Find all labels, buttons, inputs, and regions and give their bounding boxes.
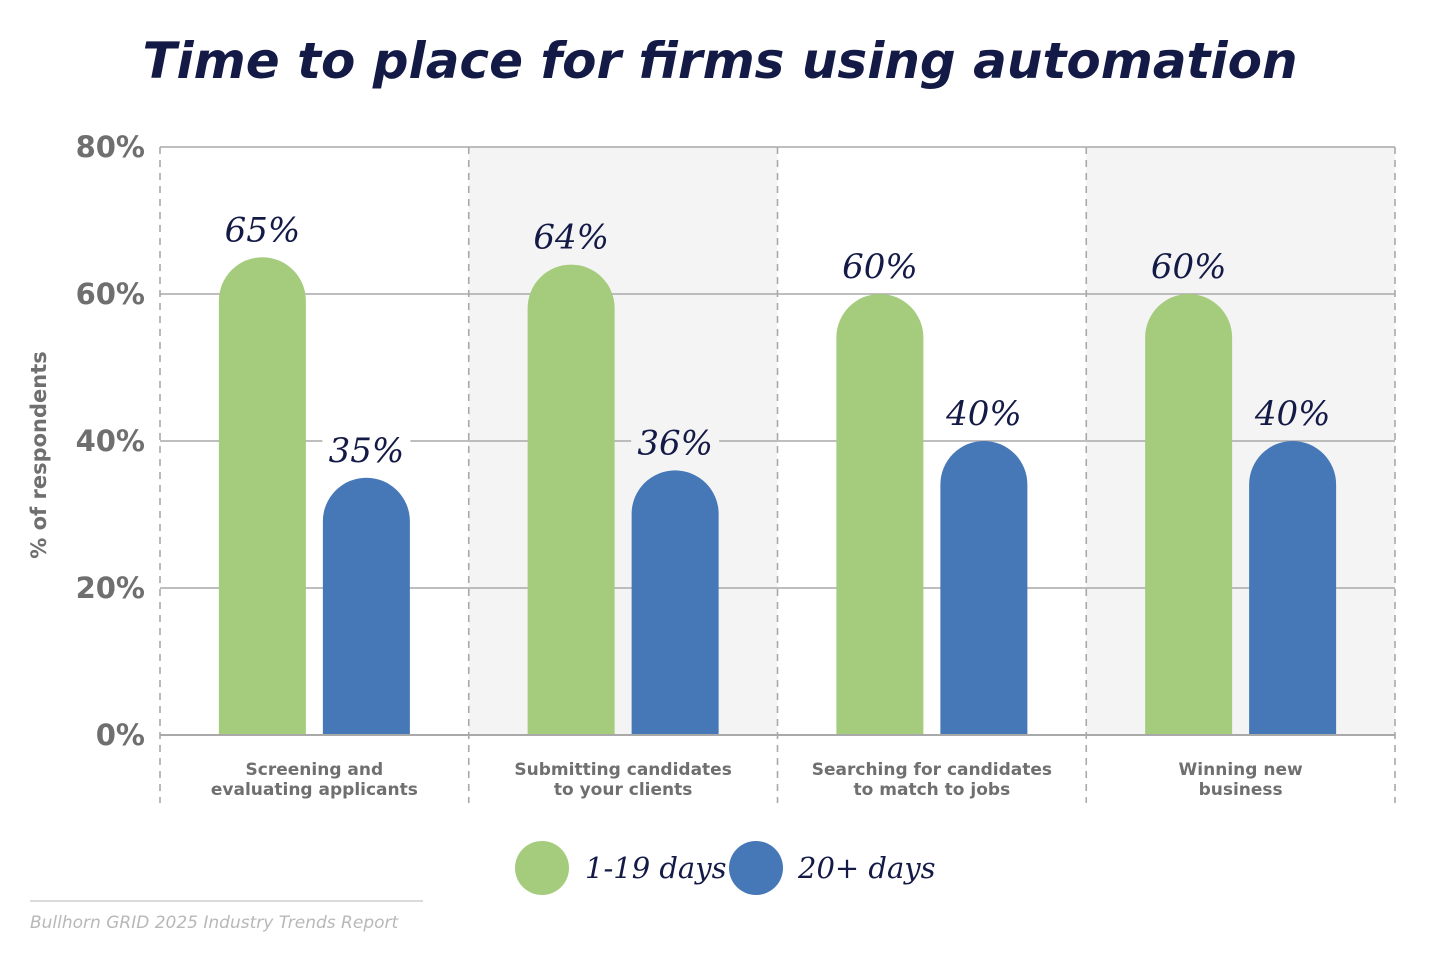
data-label-bg	[1144, 244, 1233, 288]
legend-label-0: 1-19 days	[585, 851, 727, 885]
legend-label-1: 20+ days	[797, 851, 936, 885]
data-labels: 65% 35% 64% 36% 60% 40% 60% 40%	[218, 207, 1337, 472]
x-tick-label: business	[1199, 780, 1283, 800]
x-tick-label: Screening and	[246, 760, 384, 780]
bar-green-1	[527, 264, 615, 735]
bar-blue-3	[1249, 441, 1337, 735]
x-tick-label: Submitting candidates	[514, 760, 731, 780]
data-label: 35%	[329, 431, 405, 471]
data-label: 36%	[637, 423, 713, 463]
bar-green-3	[1145, 294, 1233, 735]
y-tick-label: 20%	[76, 571, 145, 605]
data-label-bg	[218, 207, 307, 252]
data-label: 40%	[1254, 394, 1331, 434]
x-tick-label: to your clients	[554, 780, 693, 800]
x-tick-label: Winning new	[1179, 760, 1303, 780]
bar-blue-0	[322, 477, 410, 735]
legend-swatch-1	[729, 841, 783, 895]
data-label-bg	[1248, 391, 1337, 435]
data-label-bg	[322, 427, 411, 472]
data-label-bg	[527, 214, 616, 259]
data-label: 40%	[945, 394, 1022, 434]
source-note: Bullhorn GRID 2025 Industry Trends Repor…	[30, 913, 400, 933]
y-axis-label: % of respondents	[27, 351, 51, 559]
data-label: 65%	[225, 210, 301, 250]
bar-blue-1	[631, 470, 719, 735]
x-tick-label: to match to jobs	[854, 780, 1011, 800]
y-tick-label: 40%	[76, 424, 145, 458]
chart-title: Time to place for firms using automation	[142, 32, 1297, 90]
data-label: 60%	[842, 247, 918, 287]
bar-green-2	[836, 294, 924, 735]
x-tick-label: Searching for candidates	[812, 760, 1052, 780]
x-tick-label: evaluating applicants	[211, 780, 418, 800]
data-label-bg	[939, 391, 1028, 435]
bars	[218, 257, 1337, 735]
data-label: 64%	[533, 218, 609, 258]
legend: 1-19 days 20+ days	[515, 841, 936, 895]
y-tick-label: 0%	[96, 718, 145, 752]
bar-blue-2	[940, 441, 1028, 735]
bar-green-0	[218, 257, 306, 735]
y-tick-label: 80%	[76, 130, 145, 164]
data-label-bg	[631, 420, 720, 465]
data-label: 60%	[1151, 247, 1227, 287]
y-tick-label: 60%	[76, 277, 145, 311]
legend-swatch-0	[515, 841, 569, 895]
data-label-bg	[835, 244, 924, 288]
